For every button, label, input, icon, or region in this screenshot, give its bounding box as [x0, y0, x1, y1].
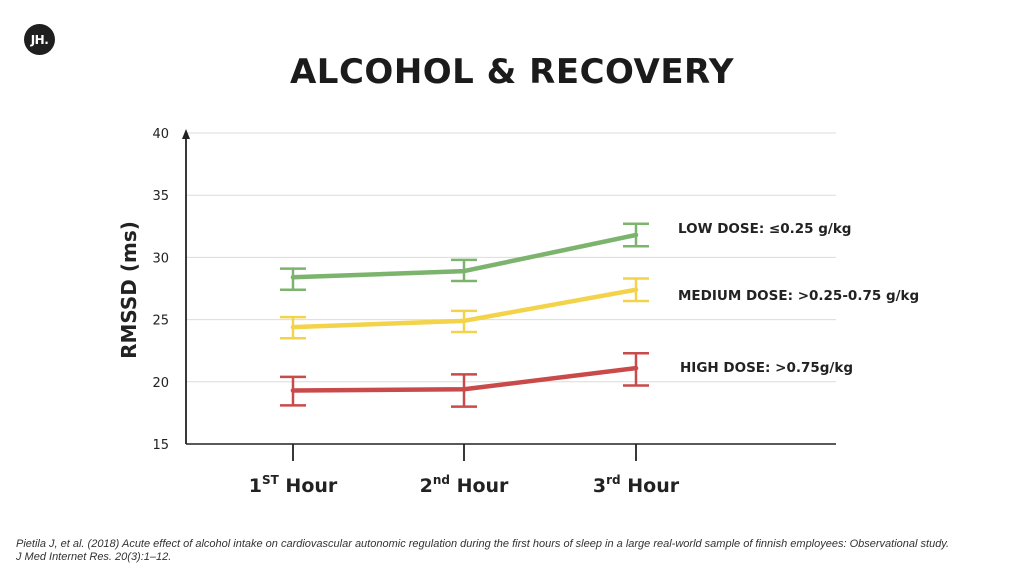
- data-point: [461, 387, 467, 392]
- y-tick-label: 15: [152, 438, 169, 453]
- series-label: HIGH DOSE: >0.75g/kg: [680, 360, 853, 376]
- x-tick-label: 1ST Hour: [249, 473, 338, 497]
- x-tick-label: 3rd Hour: [593, 473, 680, 497]
- citation: Pietila J, et al. (2018) Acute effect of…: [16, 538, 1016, 564]
- y-tick-label: 30: [152, 251, 169, 266]
- series-label: LOW DOSE: ≤0.25 g/kg: [678, 221, 851, 237]
- y-axis-label: RMSSD (ms): [117, 221, 141, 359]
- y-tick-label: 35: [152, 189, 169, 204]
- data-point: [461, 268, 467, 274]
- citation-line-2: J Med Internet Res. 20(3):1–12.: [16, 551, 172, 563]
- y-tick-label: 25: [152, 314, 169, 329]
- data-point: [633, 287, 639, 292]
- y-tick-label: 40: [152, 127, 169, 142]
- citation-line-1: Pietila J, et al. (2018) Acute effect of…: [16, 538, 950, 550]
- chart-title: ALCOHOL & RECOVERY: [289, 52, 734, 92]
- data-point: [633, 232, 639, 238]
- y-axis-arrow-icon: [182, 129, 190, 139]
- data-point: [461, 318, 467, 324]
- data-point: [290, 388, 296, 393]
- x-tick-label: 2nd Hour: [420, 473, 509, 497]
- data-point: [290, 275, 296, 280]
- brand-logo: JH.: [24, 24, 55, 55]
- data-point: [290, 324, 296, 330]
- data-point: [633, 365, 639, 371]
- series-label: MEDIUM DOSE: >0.25-0.75 g/kg: [678, 288, 919, 304]
- y-tick-label: 20: [152, 376, 169, 391]
